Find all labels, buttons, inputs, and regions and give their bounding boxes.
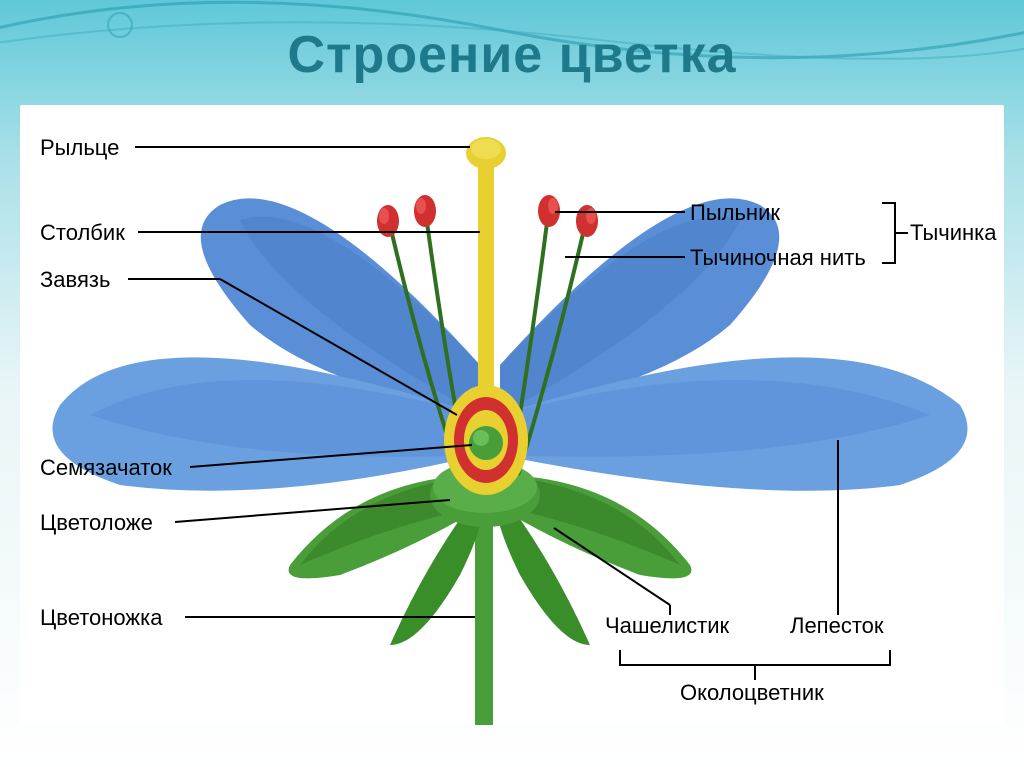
label-ovule: Семязачаток [40, 455, 172, 481]
page-title: Строение цветка [287, 25, 736, 85]
label-ovary: Завязь [40, 267, 110, 293]
label-style: Столбик [40, 220, 125, 246]
label-anther: Пыльник [690, 200, 780, 226]
label-perianth: Околоцветник [680, 680, 824, 706]
label-stamen: Тычинка [910, 220, 997, 246]
diagram-container: Рыльце Столбик Завязь Семязачаток Цветол… [20, 105, 1004, 725]
label-receptacle: Цветоложе [40, 510, 153, 536]
label-sepal: Чашелистик [605, 613, 729, 639]
label-pedicel: Цветоножка [40, 605, 162, 631]
label-petal: Лепесток [790, 613, 884, 639]
label-stigma: Рыльце [40, 135, 119, 161]
label-filament: Тычиночная нить [690, 245, 866, 271]
